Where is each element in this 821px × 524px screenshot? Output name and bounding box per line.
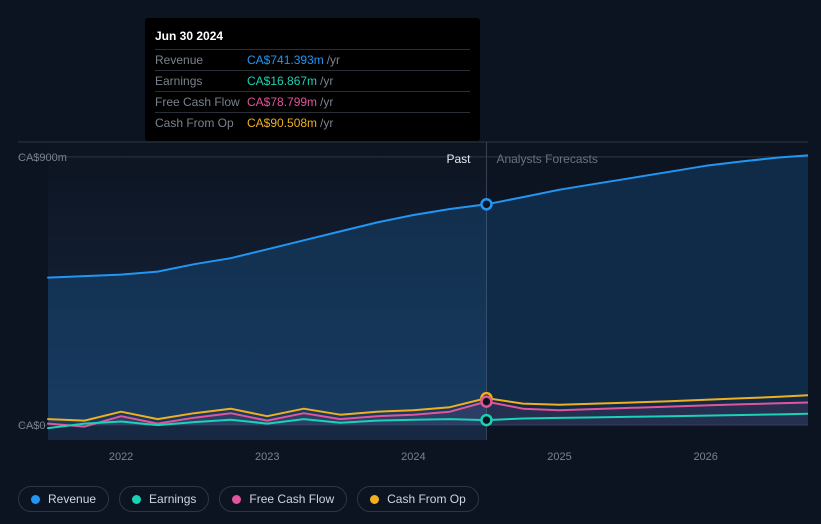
chart-legend: Revenue Earnings Free Cash Flow Cash From O… [18, 486, 479, 512]
legend-dot-icon [31, 495, 40, 504]
legend-item[interactable]: Free Cash Flow [219, 486, 347, 512]
legend-item[interactable]: Earnings [119, 486, 209, 512]
svg-text:CA$0: CA$0 [18, 420, 46, 432]
tooltip-row-value: CA$16.867m [247, 74, 317, 88]
svg-text:2023: 2023 [255, 451, 279, 463]
svg-text:2026: 2026 [693, 451, 717, 463]
svg-text:CA$900m: CA$900m [18, 152, 67, 164]
legend-dot-icon [132, 495, 141, 504]
tooltip-row-unit: /yr [320, 116, 333, 130]
tooltip-row-unit: /yr [320, 74, 333, 88]
legend-label: Cash From Op [387, 492, 466, 506]
label-forecast: Analysts Forecasts [496, 152, 597, 166]
tooltip-row: Cash From OpCA$90.508m/yr [155, 112, 470, 133]
legend-label: Free Cash Flow [249, 492, 334, 506]
tooltip-row-label: Revenue [155, 53, 247, 67]
tooltip-row: EarningsCA$16.867m/yr [155, 70, 470, 91]
legend-dot-icon [370, 495, 379, 504]
earnings-revenue-chart[interactable]: 2022 2023 2024 2025 2026 CA$0 CA$900m Past Ana… [18, 120, 808, 480]
label-past: Past [446, 152, 470, 166]
chart-tooltip: Jun 30 2024 RevenueCA$741.393m/yrEarning… [145, 18, 480, 141]
tooltip-row: RevenueCA$741.393m/yr [155, 49, 470, 70]
tooltip-row-label: Earnings [155, 74, 247, 88]
tooltip-title: Jun 30 2024 [155, 27, 470, 49]
svg-text:2024: 2024 [401, 451, 425, 463]
tooltip-row-value: CA$741.393m [247, 53, 324, 67]
svg-text:2022: 2022 [109, 451, 133, 463]
tooltip-row-value: CA$78.799m [247, 95, 317, 109]
legend-label: Earnings [149, 492, 196, 506]
tooltip-row-value: CA$90.508m [247, 116, 317, 130]
svg-text:2025: 2025 [547, 451, 571, 463]
legend-dot-icon [232, 495, 241, 504]
tooltip-row-unit: /yr [320, 95, 333, 109]
legend-item[interactable]: Revenue [18, 486, 109, 512]
tooltip-row-label: Cash From Op [155, 116, 247, 130]
tooltip-row-label: Free Cash Flow [155, 95, 247, 109]
chart-svg: 2022 2023 2024 2025 2026 CA$0 CA$900m [18, 120, 808, 480]
legend-label: Revenue [48, 492, 96, 506]
legend-item[interactable]: Cash From Op [357, 486, 479, 512]
tooltip-row: Free Cash FlowCA$78.799m/yr [155, 91, 470, 112]
tooltip-row-unit: /yr [327, 53, 340, 67]
